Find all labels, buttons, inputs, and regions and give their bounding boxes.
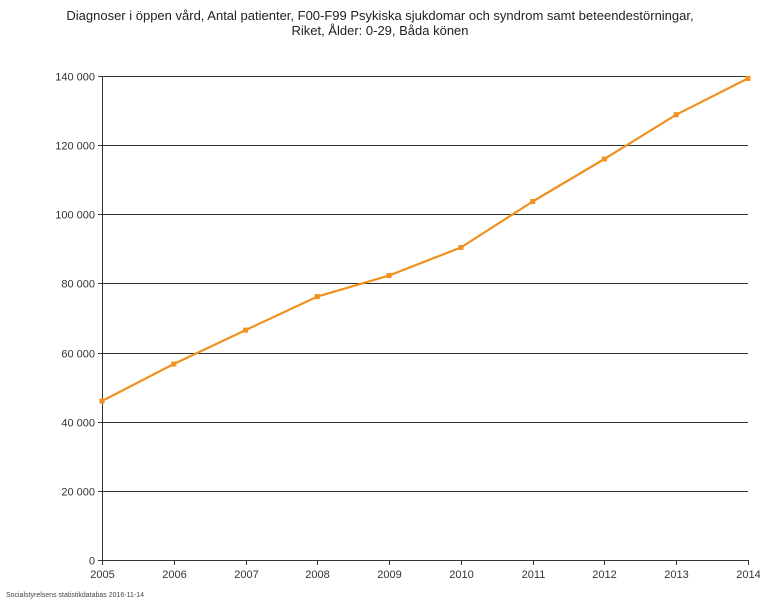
data-point (99, 398, 105, 404)
x-tick-label: 2013 (664, 569, 688, 581)
y-tick-labels: 0 20 000 40 000 60 000 80 000 100 000 120 000 1… (55, 72, 95, 568)
y-tick-label: 120 000 (55, 141, 95, 153)
gridlines (102, 76, 748, 492)
x-tick-label: 2005 (90, 569, 114, 581)
y-tick-label: 140 000 (55, 72, 95, 84)
data-point (673, 112, 679, 118)
chart-title: Diagnoser i öppen vård, Antal patienter,… (0, 8, 760, 38)
data-point (601, 156, 607, 162)
x-tick-label: 2008 (305, 569, 329, 581)
x-tick-label: 2012 (592, 569, 616, 581)
data-point (530, 199, 536, 204)
data-point (458, 245, 464, 250)
x-tick-label: 2011 (522, 569, 546, 581)
x-tick-label: 2009 (377, 569, 401, 581)
y-tick-label: 100 000 (55, 210, 95, 222)
y-tick-label: 60 000 (61, 349, 95, 361)
series (99, 75, 751, 404)
data-point (314, 294, 320, 300)
source-note: Socialstyrelsens statistikdatabas 2016-1… (6, 592, 145, 599)
data-point (745, 75, 751, 81)
data-point (243, 327, 249, 333)
x-tick-label: 2010 (449, 569, 473, 581)
series-line (101, 77, 749, 402)
x-tick-labels: 2005 2006 2007 2008 2009 2010 2011 2012 2013 2014 (90, 569, 760, 581)
y-tick-label: 40 000 (61, 418, 95, 430)
x-tick-label: 2007 (234, 569, 258, 581)
x-tick-label: 2006 (162, 569, 186, 581)
chart-title-line-1: Diagnoser i öppen vård, Antal patienter,… (66, 8, 694, 23)
x-tick-label: 2014 (736, 569, 760, 581)
data-point (386, 273, 392, 278)
axes (98, 76, 749, 565)
chart-subtitle: Riket, Ålder: 0-29, Båda könen (291, 23, 469, 38)
y-tick-label: 20 000 (61, 487, 95, 499)
data-point (171, 361, 177, 367)
y-tick-label: 80 000 (61, 279, 95, 291)
y-tick-label: 0 (89, 556, 95, 568)
